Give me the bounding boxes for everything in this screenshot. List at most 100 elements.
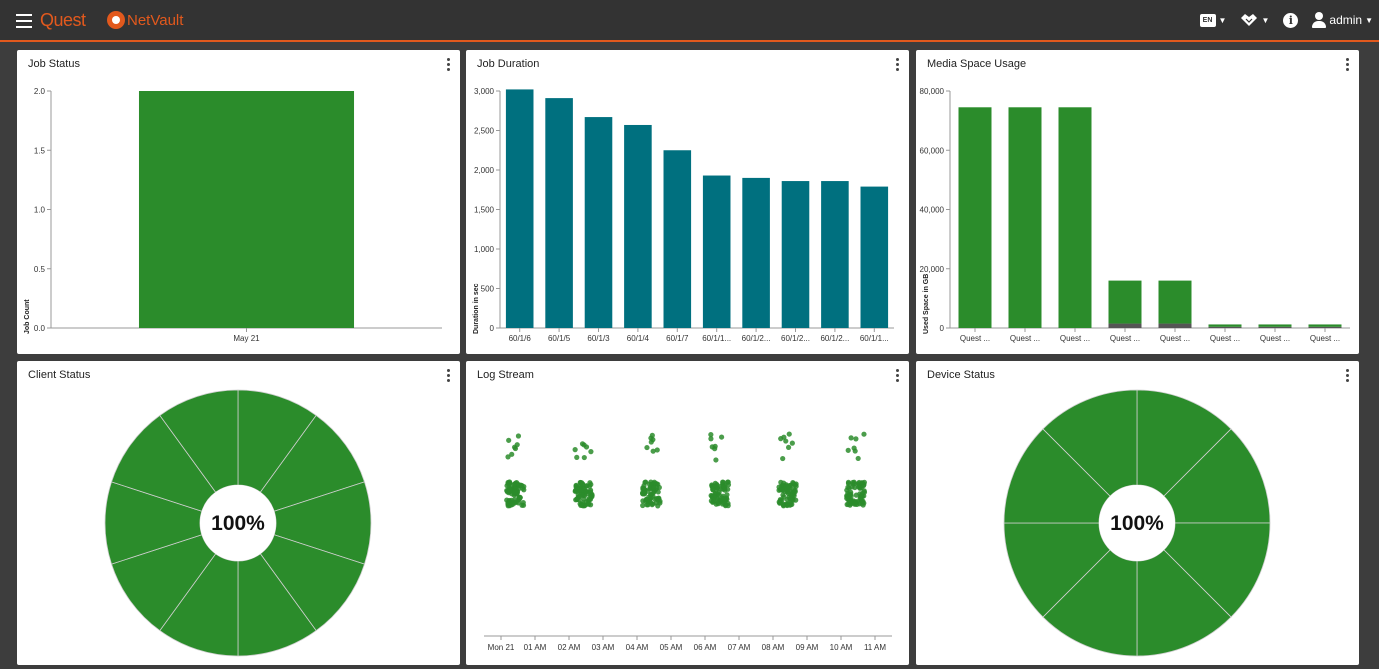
bar-segment-other (1158, 323, 1192, 328)
x-tick-label: 60/1/5 (548, 334, 571, 343)
scatter-point (785, 501, 791, 507)
kebab-menu-icon[interactable] (896, 58, 900, 71)
kebab-menu-icon[interactable] (896, 369, 900, 382)
bar (742, 177, 770, 328)
device-status-panel: Device Status 100% (916, 361, 1359, 665)
y-tick-label: 1,000 (474, 245, 495, 254)
scatter-point (505, 500, 511, 506)
job-duration-panel: Job Duration 0 500 1,000 1,500 2,000 2,500 3,0… (466, 50, 909, 354)
quest-logo: Quest (40, 10, 86, 30)
x-tick-label: 04 AM (626, 643, 649, 652)
scatter-point (644, 444, 650, 451)
scatter-point (520, 500, 526, 506)
bar (1058, 107, 1092, 328)
scatter-point (581, 454, 587, 461)
kebab-menu-icon[interactable] (1346, 58, 1350, 71)
scatter-point (861, 431, 867, 437)
center-label: 100% (1110, 512, 1164, 535)
scatter-point (587, 487, 594, 493)
y-tick-label: 40,000 (920, 206, 945, 215)
user-icon (1312, 12, 1327, 28)
kebab-menu-icon[interactable] (1346, 369, 1350, 382)
x-tick-label: 60/1/2... (742, 334, 771, 343)
scatter-point (789, 501, 795, 507)
client-status-panel: Client Status 100% (17, 361, 460, 665)
user-name: admin (1329, 13, 1363, 27)
scatter-point (792, 482, 798, 488)
scatter-point (640, 502, 646, 509)
scatter-point (852, 500, 858, 507)
scatter-point (650, 448, 656, 454)
scatter-point (511, 482, 517, 488)
x-tick-label: 60/1/2... (781, 334, 810, 343)
y-tick-label: 2,000 (474, 166, 495, 175)
scatter-point (851, 479, 857, 485)
scatter-point (783, 438, 789, 444)
x-tick-label: Quest ... (1210, 334, 1240, 343)
scatter-point (845, 480, 852, 487)
bar (545, 98, 573, 328)
help-menu[interactable]: ▼ (1240, 12, 1269, 28)
media-space-panel: Media Space Usage 0 20,000 40,000 60,000 80,… (916, 50, 1359, 354)
bar (505, 89, 534, 328)
x-tick-label: 60/1/7 (666, 334, 689, 343)
center-label: 100% (211, 512, 265, 535)
language-menu[interactable]: EN ▼ (1199, 13, 1226, 27)
scatter-point (858, 492, 864, 499)
kebab-menu-icon[interactable] (447, 369, 451, 382)
bar (1208, 324, 1242, 327)
donut-hole (200, 485, 276, 561)
y-tick-label: 1.5 (34, 146, 46, 155)
kebab-menu-icon[interactable] (447, 58, 451, 71)
scatter-point (779, 487, 785, 493)
scatter-point (579, 481, 586, 487)
bar (624, 124, 652, 328)
scatter-point (778, 436, 784, 442)
y-tick-label: 80,000 (920, 87, 945, 96)
job-status-panel: Job Status 0.0 0.5 1.0 1.5 2.0 Job Count May 2… (17, 50, 460, 354)
scatter-point (725, 479, 731, 485)
scatter-point (644, 502, 650, 508)
x-tick-label: 02 AM (558, 643, 581, 652)
scatter-point (718, 434, 725, 440)
client-status-chart: 100% (104, 389, 372, 657)
top-bar: Quest NetVault EN ▼ ▼ i admin ▼ (0, 0, 1379, 42)
scatter-point (710, 486, 716, 493)
scatter-point (780, 492, 786, 498)
scatter-point (722, 498, 728, 504)
scatter-point (844, 501, 850, 508)
x-tick-label: Quest ... (1110, 334, 1140, 343)
scatter-point (792, 487, 798, 493)
scatter-point (844, 495, 850, 501)
bar (1308, 324, 1342, 327)
x-tick-label: 05 AM (660, 643, 683, 652)
scatter-point (708, 432, 714, 438)
scatter-point (644, 496, 650, 502)
panel-title: Device Status (927, 369, 995, 381)
user-menu[interactable]: admin ▼ (1312, 12, 1373, 28)
scatter-point (582, 488, 589, 494)
scatter-point (507, 486, 513, 492)
info-button[interactable]: i (1283, 12, 1299, 28)
bar (781, 181, 810, 328)
scatter-point (587, 480, 593, 486)
scatter-point (572, 447, 578, 453)
x-tick-label: 60/1/2... (820, 334, 849, 343)
scatter-point (853, 436, 859, 442)
scatter-point (515, 481, 521, 487)
scatter-point (725, 503, 731, 509)
bar (702, 175, 731, 328)
netvault-logo: NetVault (107, 11, 183, 29)
scatter-point (785, 444, 792, 451)
scatter-point (650, 493, 656, 499)
log-stream-chart: Mon 21 01 AM 02 AM 03 AM 04 AM 05 AM 06 AM 07 A… (484, 431, 892, 652)
panel-title: Job Duration (477, 58, 540, 70)
y-tick-label: 500 (481, 285, 495, 294)
device-status-chart: 100% (1003, 389, 1271, 657)
donut-hole (1099, 485, 1175, 561)
x-tick-label: 06 AM (694, 643, 717, 652)
menu-icon[interactable] (16, 14, 32, 28)
bar (958, 107, 992, 328)
scatter-point (578, 502, 584, 509)
scatter-point (505, 481, 511, 487)
